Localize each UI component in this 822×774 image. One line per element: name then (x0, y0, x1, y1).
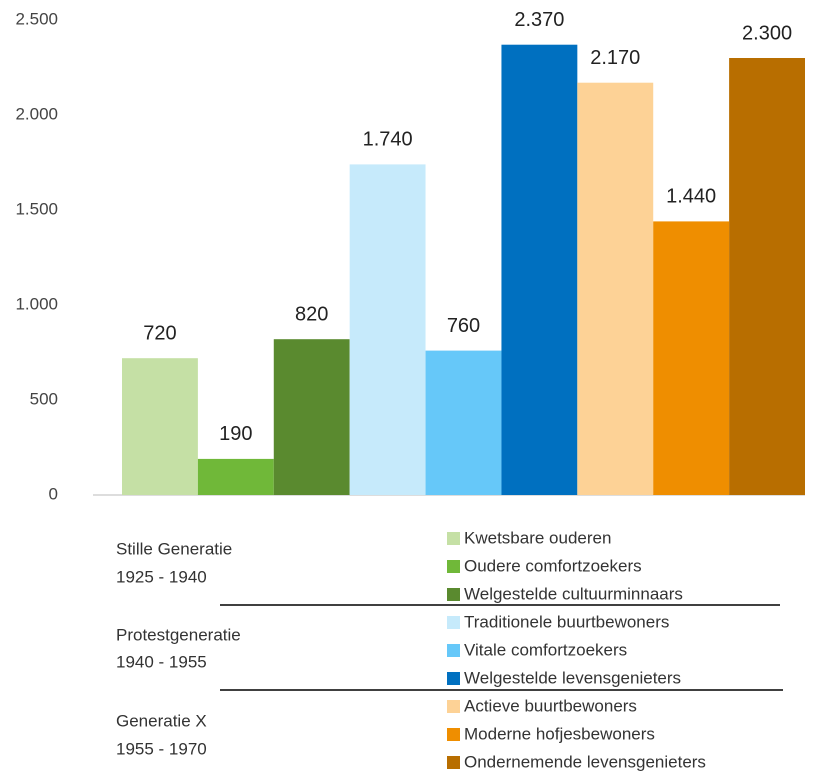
legend-label: Actieve buurtbewoners (464, 696, 637, 715)
legend-label: Welgestelde levensgenieters (464, 668, 681, 687)
legend-swatch (447, 532, 460, 545)
legend-label: Oudere comfortzoekers (464, 556, 642, 575)
bar (653, 221, 730, 495)
y-tick-label: 1.000 (15, 294, 58, 313)
bar (425, 350, 502, 495)
legend-label: Welgestelde cultuurminnaars (464, 584, 683, 603)
data-label: 2.300 (742, 22, 792, 44)
group-period: 1925 - 1940 (116, 567, 207, 586)
legend-swatch (447, 616, 460, 629)
legend-label: Vitale comfortzoekers (464, 640, 627, 659)
bar (501, 44, 578, 495)
group-name: Generatie X (116, 711, 207, 730)
bar (577, 82, 654, 495)
data-label: 1.440 (666, 186, 716, 208)
y-tick-label: 500 (30, 389, 58, 408)
group-period: 1955 - 1970 (116, 739, 207, 758)
data-label: 2.170 (590, 47, 640, 69)
data-label: 1.740 (363, 129, 413, 151)
group-name: Protestgeneratie (116, 625, 241, 644)
legend-swatch (447, 588, 460, 601)
legend-swatch (447, 560, 460, 573)
legend-swatch (447, 728, 460, 741)
data-label: 2.370 (514, 9, 564, 31)
group-name: Stille Generatie (116, 539, 232, 558)
y-tick-label: 1.500 (15, 199, 58, 218)
legend-label: Traditionele buurtbewoners (464, 612, 669, 631)
legend-swatch (447, 700, 460, 713)
data-label: 720 (143, 322, 176, 344)
group-period: 1940 - 1955 (116, 652, 207, 671)
y-tick-label: 2.500 (15, 9, 58, 28)
bar (197, 458, 274, 495)
legend-swatch (447, 756, 460, 769)
data-label: 820 (295, 303, 328, 325)
legend-label: Moderne hofjesbewoners (464, 724, 655, 743)
legend-label: Kwetsbare ouderen (464, 528, 611, 547)
data-label: 190 (219, 423, 252, 445)
y-tick-label: 2.000 (15, 104, 58, 123)
bar (729, 58, 805, 495)
data-label: 760 (447, 315, 480, 337)
legend-swatch (447, 644, 460, 657)
legend-swatch (447, 672, 460, 685)
bar (273, 339, 350, 495)
bar (122, 358, 198, 495)
y-tick-label: 0 (49, 484, 58, 503)
bar (349, 164, 426, 495)
legend-label: Ondernemende levensgenieters (464, 752, 706, 771)
